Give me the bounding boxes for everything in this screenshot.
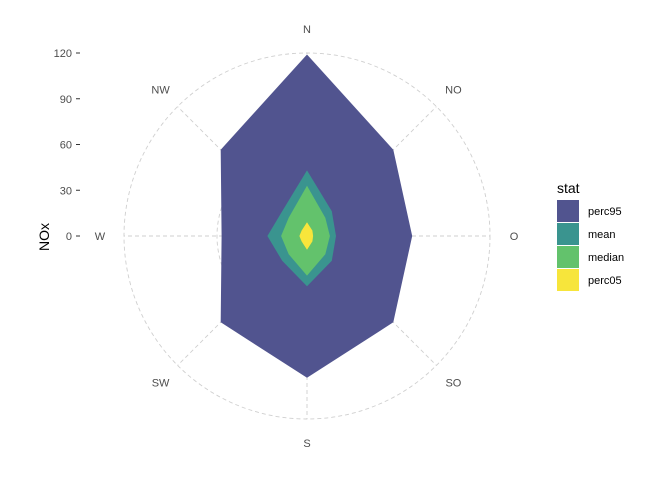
legend-label-mean: mean (588, 229, 616, 241)
legend-key-median (557, 246, 579, 268)
series-polygons (220, 54, 413, 378)
series-perc05 (299, 222, 314, 250)
direction-label-NW: NW (151, 85, 170, 97)
legend-key-perc05 (557, 269, 579, 291)
y-axis-ticks: 0 30 60 90 120 (54, 48, 80, 243)
y-tick-label: 0 (66, 231, 72, 243)
direction-label-S: S (303, 438, 310, 450)
legend-label-median: median (588, 252, 624, 264)
direction-label-N: N (303, 24, 311, 36)
y-tick-label: 120 (54, 48, 72, 60)
direction-label-SO: SO (445, 377, 461, 389)
legend-key-perc95 (557, 200, 579, 222)
direction-label-O: O (510, 231, 519, 243)
legend-label-perc05: perc05 (588, 275, 622, 287)
legend-title: stat (557, 180, 580, 196)
legend: stat perc95 mean median perc05 (557, 180, 624, 291)
legend-key-mean (557, 223, 579, 245)
y-tick-label: 90 (60, 94, 72, 106)
y-tick-label: 60 (60, 140, 72, 152)
direction-label-NO: NO (445, 85, 462, 97)
legend-label-perc95: perc95 (588, 206, 622, 218)
direction-labels: N NO O SO S SW W NW (95, 24, 519, 450)
direction-label-W: W (95, 231, 106, 243)
y-axis-title: NOx (36, 223, 52, 251)
y-tick-label: 30 (60, 185, 72, 197)
direction-label-SW: SW (152, 377, 170, 389)
